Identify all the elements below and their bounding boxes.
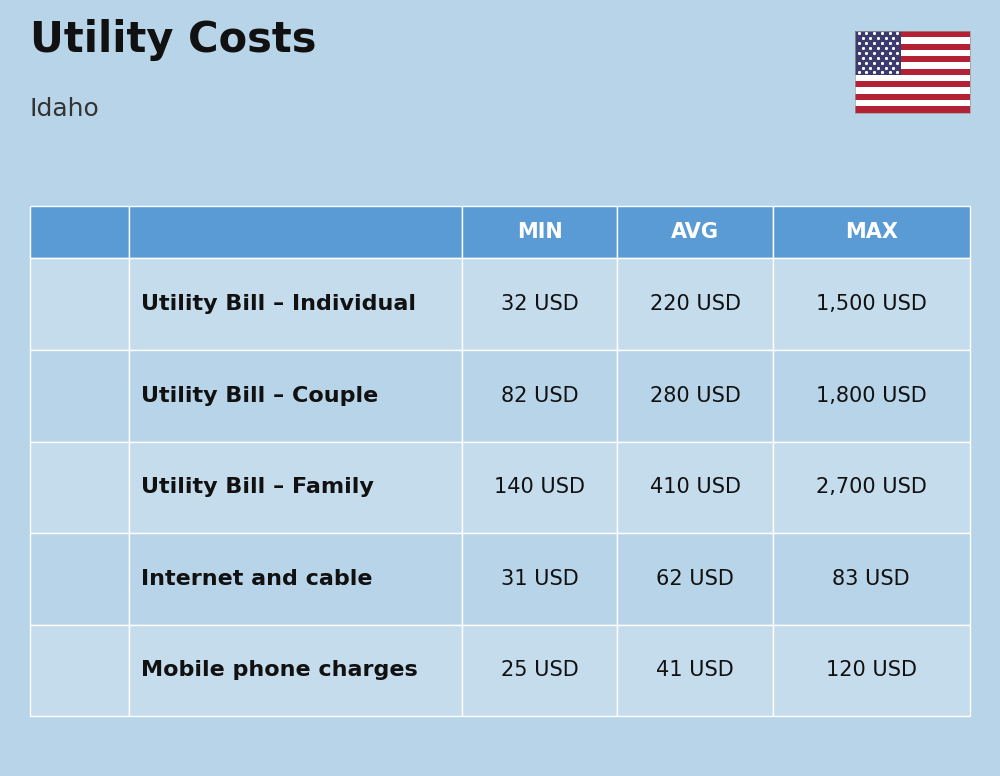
FancyBboxPatch shape bbox=[617, 625, 773, 716]
Text: MIN: MIN bbox=[517, 222, 563, 242]
FancyBboxPatch shape bbox=[855, 43, 970, 50]
FancyBboxPatch shape bbox=[462, 206, 617, 258]
Text: 25 USD: 25 USD bbox=[501, 660, 579, 681]
FancyBboxPatch shape bbox=[855, 75, 970, 81]
FancyBboxPatch shape bbox=[773, 258, 970, 350]
Text: 2,700 USD: 2,700 USD bbox=[816, 477, 927, 497]
FancyBboxPatch shape bbox=[129, 625, 462, 716]
FancyBboxPatch shape bbox=[773, 442, 970, 533]
FancyBboxPatch shape bbox=[129, 258, 462, 350]
FancyBboxPatch shape bbox=[855, 81, 970, 88]
FancyBboxPatch shape bbox=[855, 88, 970, 94]
Text: 31 USD: 31 USD bbox=[501, 569, 579, 589]
Text: Utility Bill – Individual: Utility Bill – Individual bbox=[141, 294, 416, 314]
FancyBboxPatch shape bbox=[773, 206, 970, 258]
FancyBboxPatch shape bbox=[855, 100, 970, 106]
Text: Utility Bill – Couple: Utility Bill – Couple bbox=[141, 386, 378, 406]
FancyBboxPatch shape bbox=[773, 350, 970, 442]
Text: 82 USD: 82 USD bbox=[501, 386, 579, 406]
Text: AVG: AVG bbox=[671, 222, 719, 242]
FancyBboxPatch shape bbox=[129, 442, 462, 533]
FancyBboxPatch shape bbox=[855, 56, 970, 62]
FancyBboxPatch shape bbox=[617, 442, 773, 533]
FancyBboxPatch shape bbox=[617, 206, 773, 258]
Text: Utility Costs: Utility Costs bbox=[30, 19, 316, 61]
FancyBboxPatch shape bbox=[30, 206, 129, 258]
FancyBboxPatch shape bbox=[855, 31, 970, 37]
FancyBboxPatch shape bbox=[462, 258, 617, 350]
Text: 220 USD: 220 USD bbox=[650, 294, 741, 314]
Text: Mobile phone charges: Mobile phone charges bbox=[141, 660, 417, 681]
FancyBboxPatch shape bbox=[30, 350, 129, 442]
Text: 410 USD: 410 USD bbox=[650, 477, 741, 497]
FancyBboxPatch shape bbox=[462, 350, 617, 442]
FancyBboxPatch shape bbox=[855, 37, 970, 43]
FancyBboxPatch shape bbox=[129, 350, 462, 442]
Text: 32 USD: 32 USD bbox=[501, 294, 579, 314]
FancyBboxPatch shape bbox=[855, 31, 901, 75]
Text: 41 USD: 41 USD bbox=[656, 660, 734, 681]
FancyBboxPatch shape bbox=[855, 68, 970, 75]
FancyBboxPatch shape bbox=[30, 625, 129, 716]
FancyBboxPatch shape bbox=[855, 62, 970, 68]
FancyBboxPatch shape bbox=[855, 106, 970, 113]
FancyBboxPatch shape bbox=[30, 533, 129, 625]
FancyBboxPatch shape bbox=[617, 350, 773, 442]
FancyBboxPatch shape bbox=[129, 533, 462, 625]
Text: 140 USD: 140 USD bbox=[494, 477, 585, 497]
FancyBboxPatch shape bbox=[773, 625, 970, 716]
FancyBboxPatch shape bbox=[30, 442, 129, 533]
FancyBboxPatch shape bbox=[617, 533, 773, 625]
Text: 280 USD: 280 USD bbox=[650, 386, 740, 406]
FancyBboxPatch shape bbox=[129, 206, 462, 258]
Text: 1,500 USD: 1,500 USD bbox=[816, 294, 927, 314]
Text: Utility Bill – Family: Utility Bill – Family bbox=[141, 477, 374, 497]
FancyBboxPatch shape bbox=[855, 50, 970, 56]
Text: MAX: MAX bbox=[845, 222, 898, 242]
Text: 1,800 USD: 1,800 USD bbox=[816, 386, 927, 406]
FancyBboxPatch shape bbox=[462, 625, 617, 716]
FancyBboxPatch shape bbox=[617, 258, 773, 350]
Text: Idaho: Idaho bbox=[30, 97, 100, 121]
FancyBboxPatch shape bbox=[855, 94, 970, 100]
FancyBboxPatch shape bbox=[462, 442, 617, 533]
FancyBboxPatch shape bbox=[30, 258, 129, 350]
Text: Internet and cable: Internet and cable bbox=[141, 569, 372, 589]
Text: 62 USD: 62 USD bbox=[656, 569, 734, 589]
FancyBboxPatch shape bbox=[462, 533, 617, 625]
FancyBboxPatch shape bbox=[773, 533, 970, 625]
Text: 120 USD: 120 USD bbox=[826, 660, 917, 681]
Text: 83 USD: 83 USD bbox=[832, 569, 910, 589]
